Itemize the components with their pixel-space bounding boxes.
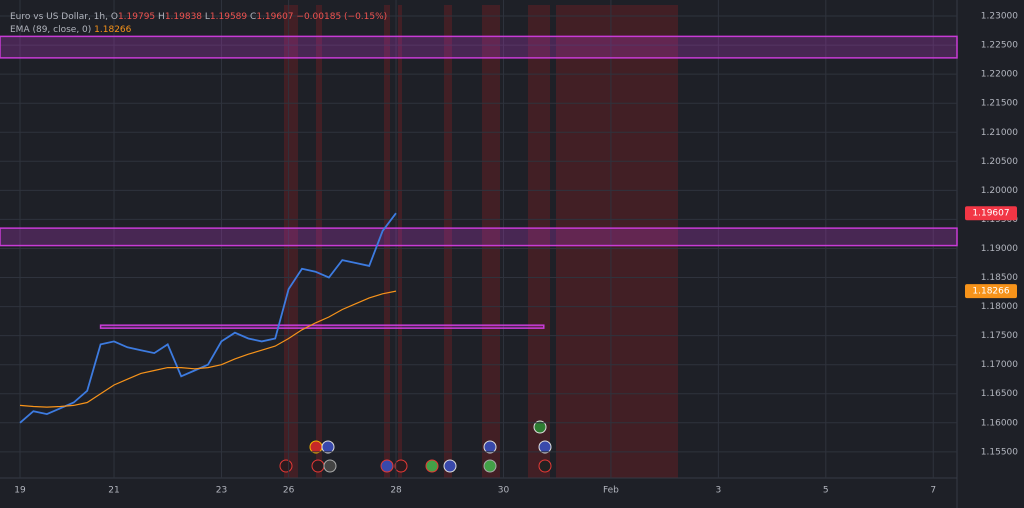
event-band [444, 5, 452, 478]
ohlc-value: 1.19795 [117, 12, 156, 22]
y-tick-label: 1.17000 [981, 360, 1018, 370]
ohlc-key: H [158, 12, 165, 22]
zone [0, 35, 958, 59]
indicator-line: EMA (89, close, 0) 1.18266 [10, 24, 387, 37]
event-bands [284, 5, 678, 478]
event-icon [311, 459, 325, 473]
symbol: Euro vs US Dollar, 1h, [10, 12, 108, 22]
ohlc-value: 1.19589 [209, 12, 248, 22]
price-label: 1.18266 [972, 287, 1009, 297]
x-tick-label: 3 [715, 486, 721, 496]
event-icon [425, 459, 439, 473]
y-tick-label: 1.18000 [981, 302, 1018, 312]
event-icon [533, 420, 547, 434]
x-tick-label: 7 [930, 486, 936, 496]
y-tick-label: 1.21000 [981, 128, 1018, 138]
series-line [19, 290, 397, 408]
y-tick-label: 1.20500 [981, 157, 1018, 167]
event-icons [279, 420, 552, 473]
price-label-box [965, 284, 1017, 299]
y-tick-label: 1.19000 [981, 244, 1018, 254]
y-tick-label: 1.22000 [981, 70, 1018, 80]
event-band [556, 5, 678, 478]
ohlc-key: O [110, 12, 118, 22]
y-tick-label: 1.16000 [981, 418, 1018, 428]
legend: Euro vs US Dollar, 1h, O1.19795 H1.19838… [10, 11, 387, 37]
y-tick-label: 1.16500 [981, 389, 1018, 399]
event-icon [394, 459, 408, 473]
series-line [19, 212, 397, 424]
x-tick-label: 30 [498, 486, 510, 496]
price-label: 1.19607 [972, 209, 1009, 219]
change: −0.00185 (−0.15%) [296, 12, 388, 22]
x-tick-label: 26 [283, 486, 295, 496]
event-icon [538, 440, 552, 454]
event-icon [483, 459, 497, 473]
event-icon [483, 440, 497, 454]
price-label-box [965, 206, 1017, 221]
x-tick-label: Feb [603, 486, 619, 496]
event-band [284, 5, 298, 478]
y-tick-label: 1.23000 [981, 12, 1018, 22]
y-tick-label: 1.17500 [981, 331, 1018, 341]
event-icon [323, 459, 337, 473]
x-tick-label: 21 [108, 486, 119, 496]
event-band [398, 5, 402, 478]
event-icon [279, 459, 293, 473]
y-tick-label: 1.15500 [981, 447, 1018, 457]
event-icon [443, 459, 457, 473]
zone [99, 324, 545, 329]
ohlc-value: 1.19607 [256, 12, 294, 22]
indicator-name: EMA (89, close, 0) [10, 25, 92, 35]
event-band [384, 5, 390, 478]
symbol-line: Euro vs US Dollar, 1h, O1.19795 H1.19838… [10, 11, 387, 24]
x-tick-label: 19 [14, 486, 26, 496]
event-band [528, 5, 550, 478]
y-tick-label: 1.22500 [981, 41, 1018, 51]
indicator-value: 1.18266 [94, 25, 132, 35]
y-tick-label: 1.21500 [981, 99, 1018, 109]
event-icon [309, 440, 323, 454]
event-icon [538, 459, 552, 473]
x-tick-label: 5 [823, 486, 829, 496]
x-tick-label: 28 [390, 486, 402, 496]
event-icon [380, 459, 394, 473]
zone [0, 227, 958, 247]
y-tick-label: 1.20000 [981, 186, 1018, 196]
x-tick-label: 23 [216, 486, 227, 496]
event-icon [321, 440, 335, 454]
ohlc-key: C [250, 12, 257, 22]
ohlc-value: 1.19838 [164, 12, 203, 22]
event-band [316, 5, 322, 478]
ohlc-key: L [204, 12, 210, 22]
y-tick-label: 1.18500 [981, 273, 1018, 283]
event-band [482, 5, 500, 478]
